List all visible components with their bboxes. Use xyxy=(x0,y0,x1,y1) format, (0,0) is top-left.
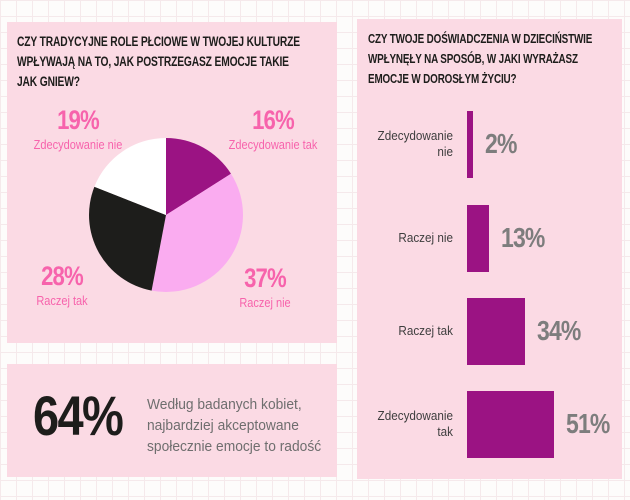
pie-slice-raczej-nie xyxy=(151,173,243,292)
stat-panel: 64% Według badanych kobiet, najbardziej … xyxy=(7,364,337,477)
bar-percent-zdecydowanie-tak: 51% xyxy=(566,408,610,439)
bar-row-raczej-tak: Raczej tak 34% xyxy=(357,297,622,365)
pie-question-panel: CZY TRADYCYJNE ROLE PŁCIOWE W TWOJEJ KUL… xyxy=(7,22,337,343)
bar-row-raczej-nie: Raczej nie 13% xyxy=(357,204,622,272)
pie-title-line-2: WPŁYWAJĄ NA TO, JAK POSTRZEGASZ EMOCJE T… xyxy=(17,54,289,69)
pie-category-raczej-nie: Raczej nie xyxy=(239,296,291,310)
pie-percent-raczej-nie: 37% xyxy=(244,263,287,293)
bar-rect-raczej-tak xyxy=(467,297,525,365)
pie-title-line-1: CZY TRADYCYJNE ROLE PŁCIOWE W TWOJEJ KUL… xyxy=(17,34,300,49)
stat-text-line-3: społecznie emocje to radość xyxy=(147,438,322,455)
pie-slice-zdecydowanie-tak xyxy=(166,138,231,215)
bar-question-title: CZY TWOJE DOŚWIADCZENIA W DZIECIŃSTWIE W… xyxy=(368,29,630,89)
pie-percent-zdecydowanie-nie: 19% xyxy=(57,105,100,135)
bar-rect-zdecydowanie-tak xyxy=(467,390,554,458)
pie-question-title: CZY TRADYCYJNE ROLE PŁCIOWE W TWOJEJ KUL… xyxy=(17,32,389,92)
pie-percent-raczej-tak: 28% xyxy=(41,261,84,291)
pie-percent-zdecydowanie-tak: 16% xyxy=(252,105,295,135)
pie-chart xyxy=(89,138,243,292)
pie-label-zdecydowanie-nie: 19% Zdecydowanie nie xyxy=(12,106,144,153)
bar-label-zdecydowanie-nie: Zdecydowanie nie xyxy=(377,128,453,159)
bar-percent-zdecydowanie-nie: 2% xyxy=(485,128,517,159)
bar-title-line-1: CZY TWOJE DOŚWIADCZENIA W DZIECIŃSTWIE xyxy=(368,31,593,46)
bar-row-zdecydowanie-nie: Zdecydowanie nie 2% xyxy=(357,110,622,178)
bar-row-zdecydowanie-tak: Zdecydowanie tak 51% xyxy=(357,390,622,458)
stat-value: 64% xyxy=(33,384,124,447)
bar-percent-raczej-nie: 13% xyxy=(501,222,545,253)
bar-label-raczej-nie: Raczej nie xyxy=(398,230,453,245)
stat-text-line-1: Według badanych kobiet, xyxy=(147,396,302,413)
pie-label-raczej-tak: 28% Raczej tak xyxy=(7,262,117,309)
pie-label-raczej-nie: 37% Raczej nie xyxy=(199,264,331,311)
bar-label-raczej-tak: Raczej tak xyxy=(398,323,453,338)
pie-category-zdecydowanie-tak: Zdecydowanie tak xyxy=(228,138,318,152)
bar-label-zdecydowanie-tak: Zdecydowanie tak xyxy=(377,408,453,439)
stat-text: Według badanych kobiet, najbardziej akce… xyxy=(147,394,333,457)
bar-title-line-2: WPŁYNĘŁY NA SPOSÓB, W JAKI WYRAŻASZ xyxy=(368,51,578,66)
pie-slice-zdecydowanie-nie xyxy=(94,138,166,215)
bar-title-line-3: EMOCJE W DOROSŁYM ŻYCIU? xyxy=(368,71,517,86)
stat-text-line-2: najbardziej akceptowane xyxy=(147,417,299,434)
bar-question-panel: CZY TWOJE DOŚWIADCZENIA W DZIECIŃSTWIE W… xyxy=(357,19,622,479)
pie-category-zdecydowanie-nie: Zdecydowanie nie xyxy=(33,138,123,152)
bar-rect-raczej-nie xyxy=(467,204,489,272)
bar-rect-zdecydowanie-nie xyxy=(467,110,473,178)
pie-slice-raczej-tak xyxy=(89,186,166,291)
pie-label-zdecydowanie-tak: 16% Zdecydowanie tak xyxy=(207,106,339,153)
bar-percent-raczej-tak: 34% xyxy=(537,315,581,346)
pie-category-raczej-tak: Raczej tak xyxy=(36,294,88,308)
pie-title-line-3: JAK GNIEW? xyxy=(17,74,80,89)
